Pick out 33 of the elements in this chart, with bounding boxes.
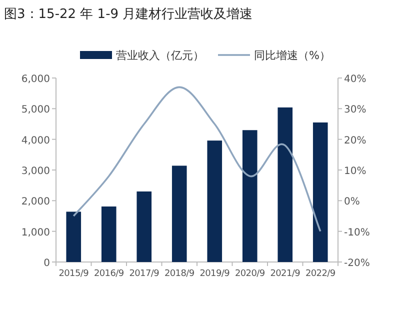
bar	[136, 191, 152, 262]
y2-tick-label: -20%	[344, 258, 370, 269]
legend-label: 同比增速（%）	[254, 49, 330, 62]
y-tick-label: 6,000	[21, 74, 50, 85]
y-tick-label: 0	[44, 258, 50, 269]
y2-tick-label: 30%	[344, 104, 366, 116]
bar	[101, 206, 116, 262]
y-tick-label: 2,000	[21, 196, 50, 208]
x-tick-label: 2020/9	[234, 269, 266, 279]
bar	[312, 122, 328, 262]
x-tick-label: 2019/9	[200, 269, 230, 279]
legend-label: 营业收入（亿元）	[116, 49, 204, 62]
y-tick-label: 3,000	[21, 166, 50, 177]
y-tick-label: 4,000	[21, 135, 50, 146]
x-tick-label: 2016/9	[94, 269, 124, 279]
bar	[66, 212, 82, 262]
x-tick-label: 2015/9	[58, 269, 90, 279]
bar	[172, 166, 187, 262]
chart-title: 图3：15-22 年 1-9 月建材行业营收及增速	[4, 7, 253, 22]
bar	[207, 140, 222, 262]
x-tick-label: 2018/9	[164, 269, 195, 279]
y2-tick-label: 40%	[344, 74, 366, 85]
y2-tick-label: 10%	[344, 166, 366, 177]
y2-tick-label: 20%	[344, 135, 366, 146]
x-tick-label: 2021/9	[270, 269, 301, 279]
x-tick-label: 2017/9	[129, 269, 160, 279]
y2-tick-label: -10%	[344, 227, 370, 238]
y-tick-label: 1,000	[21, 227, 50, 238]
bar	[242, 130, 258, 262]
bar	[278, 107, 293, 262]
x-tick-label: 2022/9	[305, 269, 336, 279]
y2-tick-label: 0%	[344, 196, 360, 208]
y-tick-label: 5,000	[21, 104, 50, 116]
